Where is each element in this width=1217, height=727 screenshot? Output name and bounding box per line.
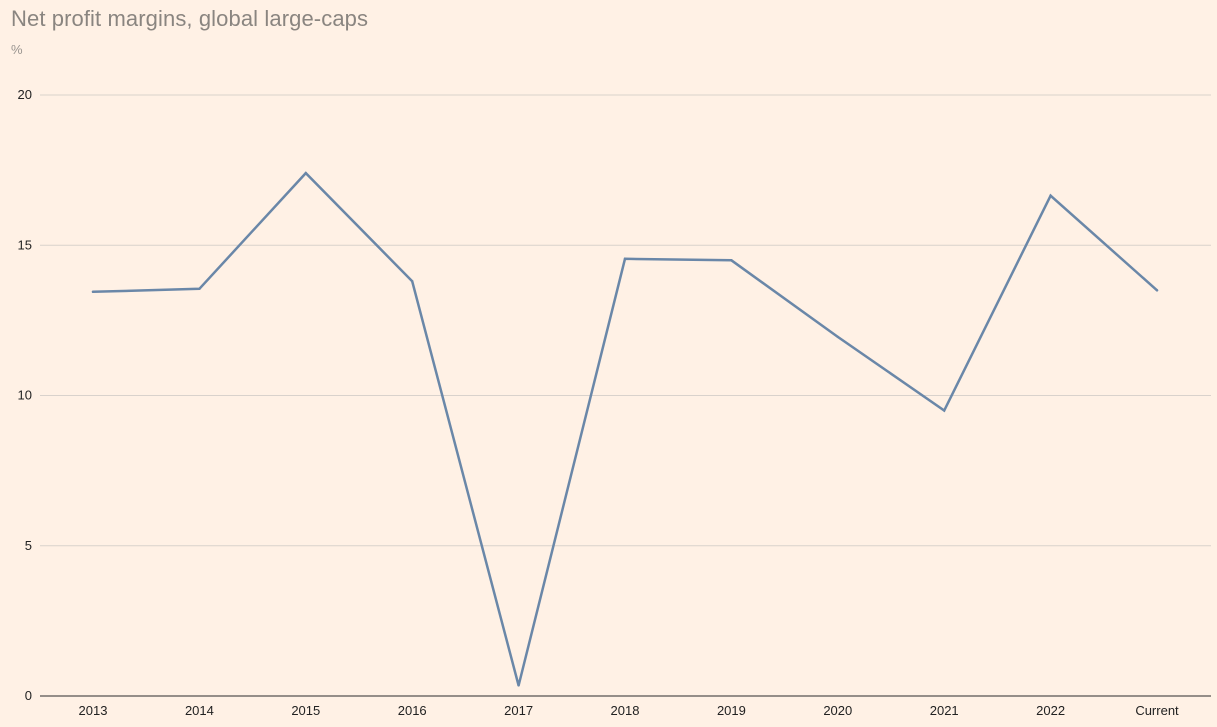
x-tick-label-2018: 2018	[611, 703, 640, 718]
y-tick-label-5: 5	[25, 538, 32, 553]
x-tick-label-2017: 2017	[504, 703, 533, 718]
x-tick-label-2022: 2022	[1036, 703, 1065, 718]
chart-title: Net profit margins, global large-caps	[11, 6, 369, 31]
data-point-2022	[1049, 194, 1052, 197]
x-tick-label-2021: 2021	[930, 703, 959, 718]
data-point-2018	[623, 257, 627, 260]
data-point-2021	[943, 409, 946, 412]
series-line-0	[91, 171, 1159, 686]
data-point-2015	[304, 171, 307, 175]
data-point-2016	[411, 280, 414, 283]
x-tick-label-2019: 2019	[717, 703, 746, 718]
x-tick-label-current: Current	[1135, 703, 1179, 718]
x-tick-label-2014: 2014	[185, 703, 214, 718]
y-tick-label-15: 15	[18, 237, 32, 252]
y-tick-label-20: 20	[18, 87, 32, 102]
x-tick-label-2015: 2015	[291, 703, 320, 718]
y-tick-label-10: 10	[18, 388, 32, 403]
data-point-2019	[730, 259, 733, 262]
x-tick-label-2020: 2020	[823, 703, 852, 718]
y-unit-label: %	[11, 42, 23, 57]
x-tick-label-2013: 2013	[79, 703, 108, 718]
data-point-2014	[198, 287, 201, 291]
data-point-current	[1155, 289, 1159, 292]
data-point-2013	[91, 290, 95, 294]
data-point-2017	[517, 684, 520, 687]
data-point-2020	[836, 335, 839, 339]
y-tick-label-0: 0	[25, 688, 32, 703]
x-tick-label-2016: 2016	[398, 703, 427, 718]
